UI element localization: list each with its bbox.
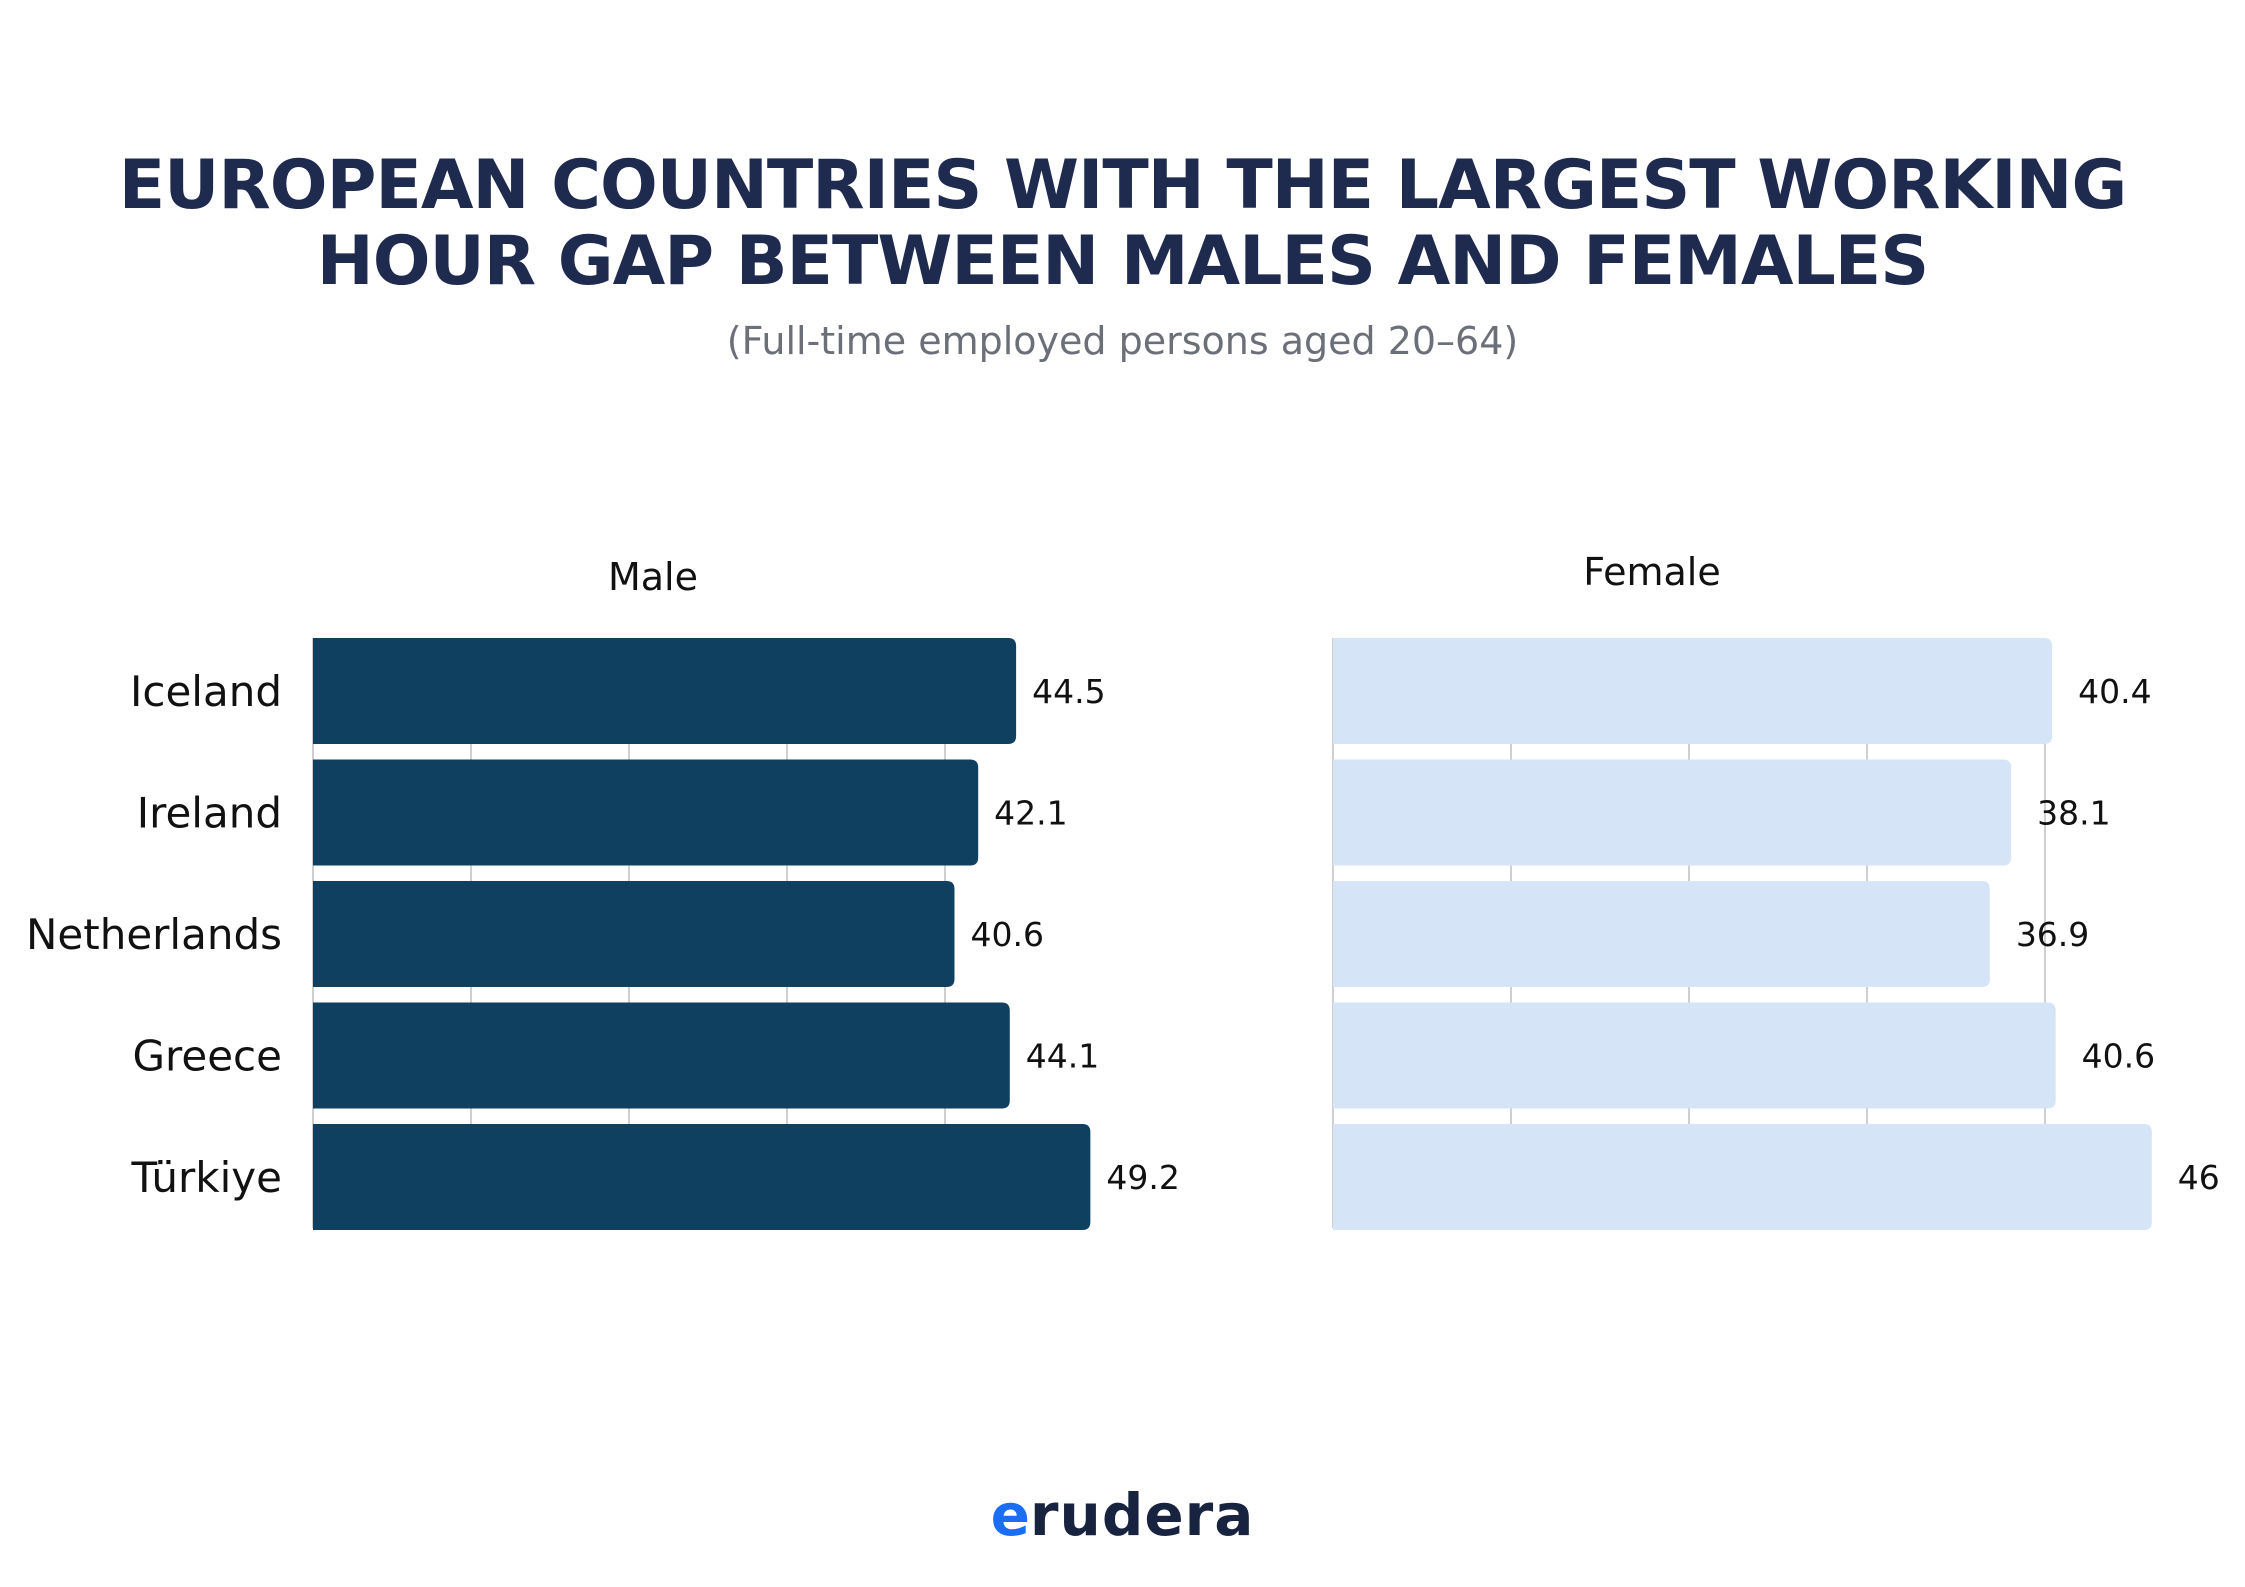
female-panel-label: Female (1583, 550, 1720, 594)
country-label: Iceland (130, 667, 282, 716)
male-value-label: 44.5 (1032, 672, 1105, 711)
title-line-2: HOUR GAP BETWEEN MALES AND FEMALES (316, 222, 1929, 301)
female-value-label: 40.4 (2078, 672, 2151, 711)
female-value-label: 36.9 (2016, 915, 2089, 954)
title-line-1: EUROPEAN COUNTRIES WITH THE LARGEST WORK… (118, 146, 2128, 225)
female-bar (1333, 1124, 2152, 1230)
female-bar (1333, 1002, 2056, 1109)
country-label: Türkiye (131, 1153, 282, 1202)
chart-title: EUROPEAN COUNTRIES WITH THE LARGEST WORK… (0, 148, 2245, 300)
country-label: Greece (132, 1032, 282, 1081)
logo-text: rudera (1029, 1481, 1255, 1549)
female-bar (1333, 881, 1990, 987)
female-bar (1333, 759, 2012, 866)
male-bar (313, 759, 979, 866)
male-value-label: 42.1 (994, 794, 1067, 833)
country-label: Ireland (137, 789, 282, 838)
male-bar (313, 1124, 1091, 1230)
male-bar (313, 1002, 1010, 1109)
male-panel-label: Male (608, 555, 698, 599)
male-value-label: 49.2 (1106, 1158, 1179, 1197)
logo-accent-letter: e (990, 1481, 1030, 1549)
chart-subtitle: (Full-time employed persons aged 20–64) (726, 319, 1519, 363)
female-bar (1333, 638, 2053, 744)
erudera-logo: e rudera (991, 1480, 1254, 1550)
male-bar (313, 881, 955, 987)
male-value-label: 40.6 (970, 915, 1043, 954)
female-value-label: 38.1 (2037, 794, 2110, 833)
female-value-label: 46 (2178, 1158, 2220, 1197)
female-value-label: 40.6 (2082, 1037, 2155, 1076)
country-label: Netherlands (26, 910, 282, 959)
male-bar (313, 638, 1017, 744)
male-value-label: 44.1 (1026, 1037, 1099, 1076)
